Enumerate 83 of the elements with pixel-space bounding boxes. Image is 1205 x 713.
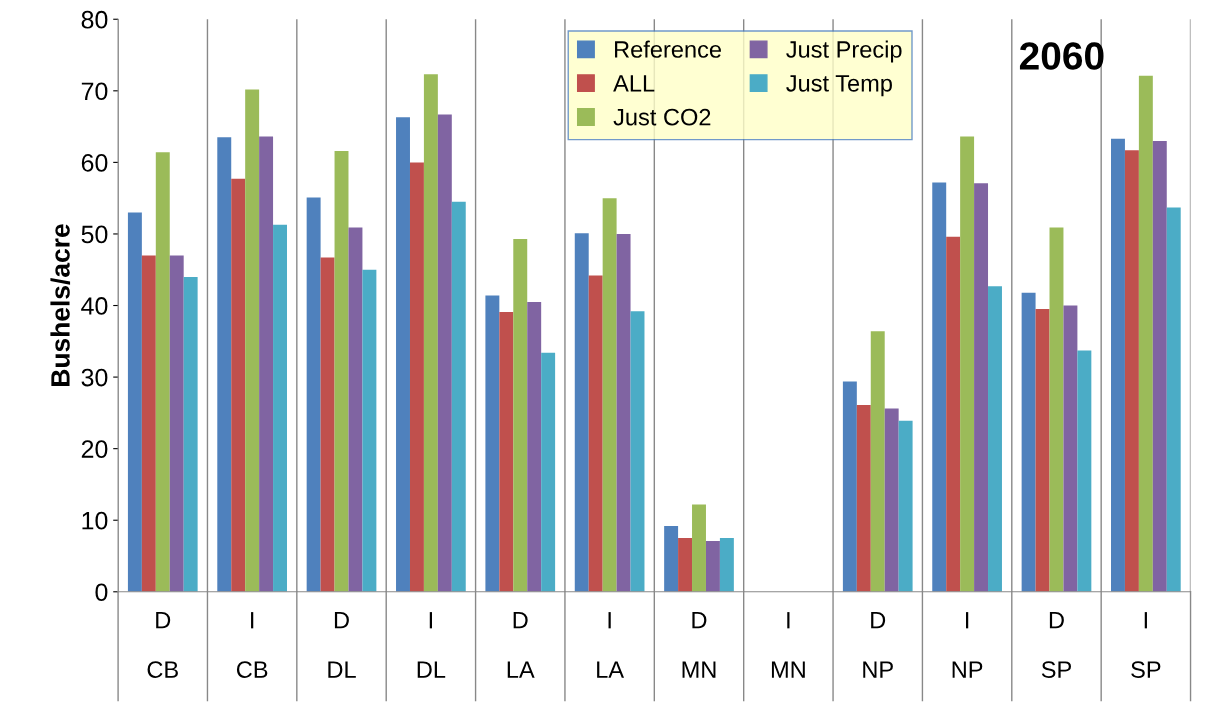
bar	[183, 276, 198, 592]
bar	[898, 420, 913, 592]
y-tick-label: 40	[81, 297, 108, 315]
y-tick-label: 50	[81, 225, 108, 244]
bar	[1111, 138, 1125, 592]
y-tick-label: 30	[81, 368, 108, 387]
bar	[932, 182, 947, 592]
bar	[513, 238, 528, 592]
bar	[273, 224, 287, 592]
bar	[842, 381, 857, 592]
bar	[485, 295, 500, 592]
category-label: I CB	[236, 612, 268, 678]
bar	[362, 269, 377, 592]
bar	[320, 257, 335, 592]
bar	[574, 233, 589, 592]
bar	[960, 136, 975, 592]
bar	[1049, 227, 1064, 592]
bar	[499, 311, 514, 592]
bar	[155, 152, 170, 592]
bar	[946, 236, 961, 592]
bar	[884, 408, 899, 592]
bar	[1152, 140, 1167, 592]
bar	[1138, 75, 1153, 592]
bar	[231, 178, 246, 592]
category-label: D DL	[328, 612, 356, 678]
bar	[527, 301, 542, 592]
category-label: I LA	[597, 612, 625, 678]
y-tick-label: 0	[95, 583, 108, 602]
category-label: D MN	[682, 612, 716, 678]
category-label: I DL	[417, 612, 446, 678]
legend-label: ALL	[613, 75, 655, 92]
bar	[705, 540, 720, 592]
bar	[988, 286, 1002, 592]
bar	[870, 331, 885, 592]
bar	[259, 136, 274, 592]
category-label: I SP	[1131, 612, 1161, 678]
y-tick-label: 80	[81, 10, 108, 29]
bar	[127, 212, 142, 592]
category-label: D LA	[507, 612, 535, 678]
bar	[1166, 207, 1181, 592]
bar	[1063, 305, 1078, 592]
category-label: D SP	[1041, 612, 1071, 678]
bar	[856, 405, 871, 592]
annotation: 2060	[1019, 42, 1104, 70]
y-tick-label: 60	[81, 153, 108, 172]
category-label: I NP	[952, 612, 983, 678]
bar	[396, 117, 410, 592]
category-label: I MN	[771, 612, 805, 678]
bar	[245, 89, 260, 592]
bar	[217, 137, 232, 592]
y-tick-label: 20	[81, 440, 108, 458]
bar	[664, 525, 679, 592]
bar	[334, 150, 349, 592]
bar	[616, 233, 631, 592]
bar	[423, 74, 438, 592]
legend-label: Reference	[615, 40, 721, 58]
legend-label: Just Temp	[786, 75, 892, 97]
bar	[678, 538, 693, 592]
bar	[348, 227, 363, 592]
bar	[1077, 350, 1092, 592]
y-tick-label: 10	[82, 511, 108, 530]
bar	[1124, 150, 1139, 592]
bar	[169, 255, 184, 592]
bar	[630, 311, 645, 592]
bar	[719, 538, 734, 592]
bar	[541, 352, 556, 592]
bar	[1035, 309, 1050, 592]
legend-label: Just Precip	[786, 40, 902, 63]
category-label: D CB	[147, 612, 178, 678]
bar	[409, 162, 424, 592]
bar	[451, 201, 466, 592]
legend-label: Just CO2	[613, 108, 711, 126]
bar	[974, 183, 989, 592]
bar	[588, 275, 603, 592]
bar	[437, 114, 452, 592]
bar	[1021, 292, 1036, 592]
y-tick-label: 70	[81, 82, 108, 101]
y-axis-title: Bushels/acre	[50, 224, 71, 386]
bar	[141, 255, 156, 592]
bar	[692, 504, 706, 592]
bar	[306, 197, 321, 592]
category-label: D NP	[863, 612, 893, 678]
bar	[602, 198, 617, 592]
